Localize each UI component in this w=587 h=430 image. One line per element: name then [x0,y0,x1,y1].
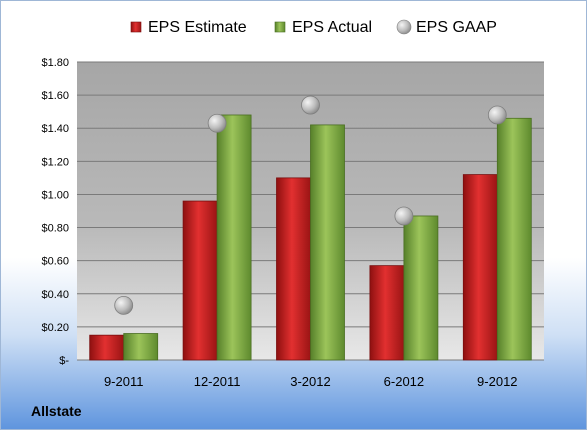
eps-estimate-bar [462,174,498,361]
y-tick-label: $0.80 [41,223,69,235]
eps-gaap-legend-label: EPS GAAP [416,19,497,36]
eps-estimate-legend-label: EPS Estimate [148,19,247,36]
eps-actual-bar [310,124,345,361]
x-tick-label: 6-2012 [384,374,424,389]
eps-gaap-point [487,105,507,125]
x-tick-label: 9-2012 [477,374,517,389]
x-tick-label: 12-2011 [194,374,241,389]
x-tick-label: 9-2011 [104,374,144,389]
eps-estimate-bar [276,177,311,361]
eps-actual-bar [496,117,532,361]
y-tick-label: $0.40 [41,289,69,301]
eps-estimate-bar [369,265,405,361]
eps-estimate-bar [182,200,218,361]
y-tick-label: $- [59,355,69,367]
y-tick-label: $1.80 [41,57,69,69]
eps-actual-bar [123,333,159,361]
eps-actual-legend-label: EPS Actual [292,19,372,36]
eps-gaap-point [394,206,414,226]
eps-gaap-point [207,113,227,133]
eps-gaap-point [301,95,320,115]
eps-actual-legend-swatch [274,21,286,33]
y-tick-label: $1.20 [41,156,69,168]
y-tick-label: $1.40 [41,123,69,135]
y-tick-label: $0.60 [41,256,69,268]
eps-actual-bar [403,215,439,361]
eps-estimate-legend-swatch [130,21,142,33]
y-tick-label: $0.20 [41,322,69,334]
eps-estimate-bar [89,334,125,361]
y-tick-label: $1.00 [41,189,69,201]
company-name: Allstate [31,403,82,419]
y-tick-label: $1.60 [41,90,69,102]
eps-gaap-point [114,295,134,315]
eps-actual-bar [216,114,252,361]
x-tick-label: 3-2012 [290,374,330,389]
eps-gaap-legend-swatch [396,19,412,35]
